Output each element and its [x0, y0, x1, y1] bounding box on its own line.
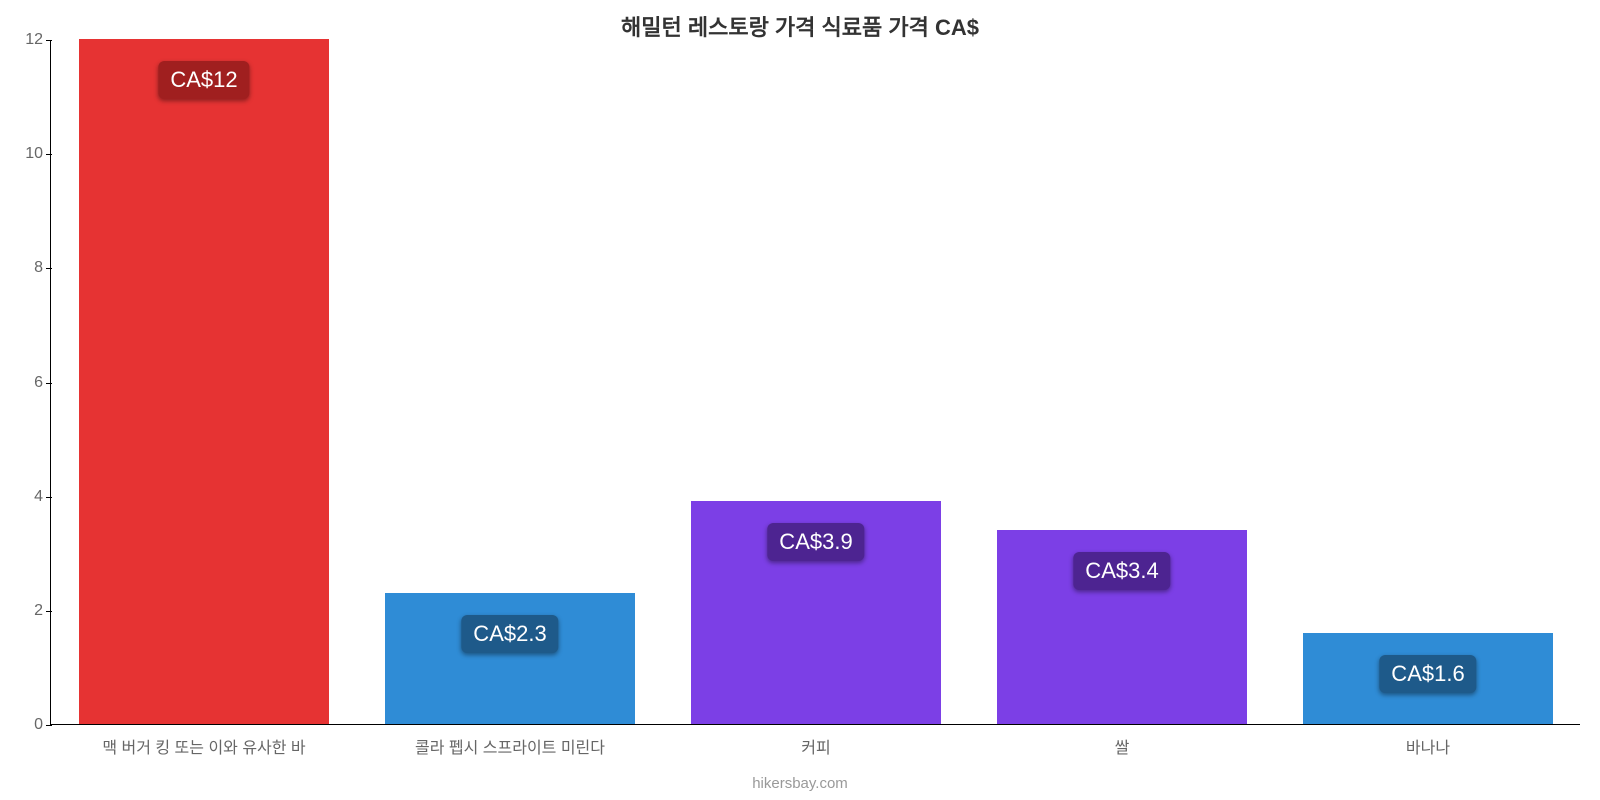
x-category-label: 바나나 [1406, 724, 1450, 758]
y-tick-label: 6 [34, 374, 51, 392]
x-category-label: 맥 버거 킹 또는 이와 유사한 바 [102, 724, 305, 758]
bar [79, 39, 330, 724]
value-badge: CA$3.4 [1073, 552, 1170, 590]
plot-area: 024681012맥 버거 킹 또는 이와 유사한 바CA$12콜라 펩시 스프… [50, 40, 1580, 725]
x-category-label: 콜라 펩시 스프라이트 미린다 [415, 724, 605, 758]
y-tick-label: 0 [34, 716, 51, 734]
value-badge: CA$3.9 [767, 523, 864, 561]
y-tick-label: 2 [34, 602, 51, 620]
attribution-text: hikersbay.com [0, 775, 1600, 792]
x-category-label: 쌀 [1115, 724, 1130, 758]
y-tick-label: 12 [25, 31, 51, 49]
x-category-label: 커피 [801, 724, 830, 758]
value-badge: CA$1.6 [1379, 655, 1476, 693]
bar [385, 593, 636, 724]
value-badge: CA$2.3 [461, 615, 558, 653]
value-badge: CA$12 [158, 61, 249, 99]
y-tick-label: 4 [34, 488, 51, 506]
chart-title: 해밀턴 레스토랑 가격 식료품 가격 CA$ [0, 10, 1600, 42]
y-tick-label: 10 [25, 145, 51, 163]
y-tick-label: 8 [34, 259, 51, 277]
